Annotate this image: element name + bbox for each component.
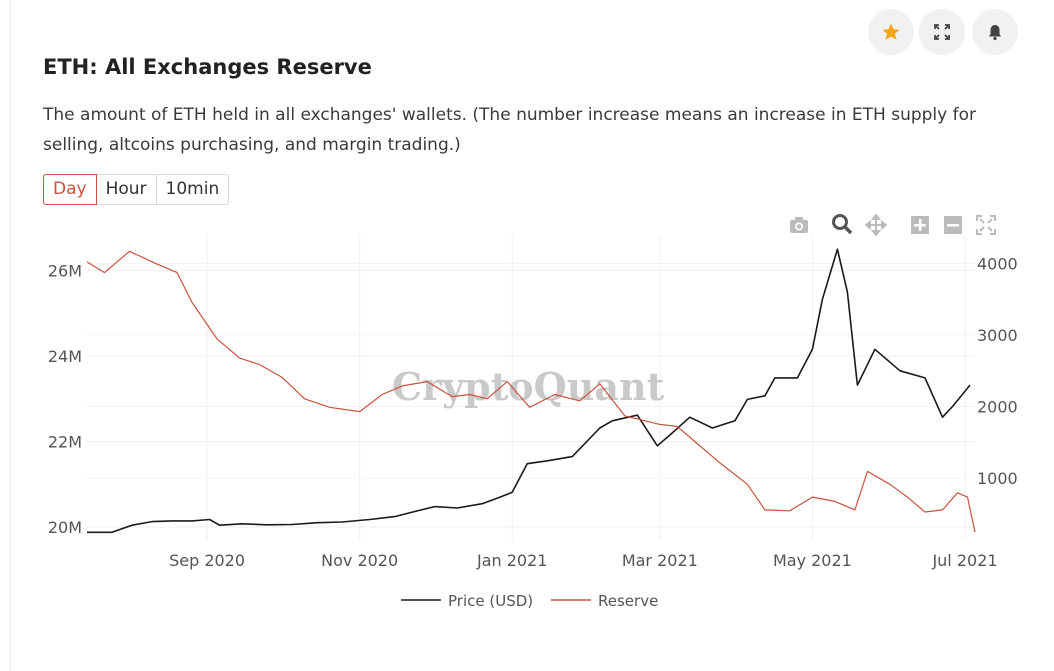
legend-label: Reserve bbox=[598, 592, 658, 610]
zoom-out-icon[interactable] bbox=[942, 214, 964, 236]
favorite-button[interactable] bbox=[868, 9, 914, 55]
x-tick-label: Jan 2021 bbox=[476, 551, 547, 570]
y-left-tick-label: 20M bbox=[48, 518, 82, 537]
y-right-tick-label: 3000 bbox=[977, 326, 1018, 345]
page-title: ETH: All Exchanges Reserve bbox=[43, 55, 372, 79]
y-left-tick-label: 24M bbox=[48, 347, 82, 366]
x-tick-label: Jul 2021 bbox=[931, 551, 997, 570]
x-tick-label: Sep 2020 bbox=[169, 551, 245, 570]
tab-hour[interactable]: Hour bbox=[97, 175, 157, 204]
autoscale-icon[interactable] bbox=[975, 214, 997, 236]
y-left-tick-label: 26M bbox=[48, 262, 82, 281]
y-left-tick-label: 22M bbox=[48, 433, 82, 452]
zoom-icon[interactable] bbox=[831, 213, 853, 235]
watermark: CryptoQuant bbox=[392, 364, 665, 409]
fullscreen-button[interactable] bbox=[919, 9, 965, 55]
zoom-in-icon[interactable] bbox=[909, 214, 931, 236]
pan-icon[interactable] bbox=[865, 214, 887, 236]
y-right-tick-label: 4000 bbox=[977, 255, 1018, 274]
star-icon bbox=[882, 23, 900, 40]
card-border bbox=[10, 0, 11, 671]
tab-10min[interactable]: 10min bbox=[165, 179, 220, 199]
bell-icon bbox=[989, 25, 1001, 41]
y-right-tick-label: 2000 bbox=[977, 398, 1018, 417]
series-line-reserve bbox=[86, 250, 976, 533]
x-tick-label: May 2021 bbox=[773, 551, 852, 570]
x-tick-label: Nov 2020 bbox=[321, 551, 398, 570]
x-tick-label: Mar 2021 bbox=[622, 551, 698, 570]
series-line-price-usd bbox=[87, 248, 971, 534]
tab-day[interactable]: Day bbox=[43, 174, 97, 205]
legend-label: Price (USD) bbox=[448, 592, 533, 610]
expand-icon bbox=[934, 24, 950, 40]
camera-icon[interactable] bbox=[788, 214, 810, 236]
y-right-tick-label: 1000 bbox=[977, 469, 1018, 488]
alert-button[interactable] bbox=[972, 9, 1018, 55]
interval-tabs: Day Hour 10min bbox=[43, 174, 230, 205]
page-description: The amount of ETH held in all exchanges'… bbox=[43, 105, 976, 155]
